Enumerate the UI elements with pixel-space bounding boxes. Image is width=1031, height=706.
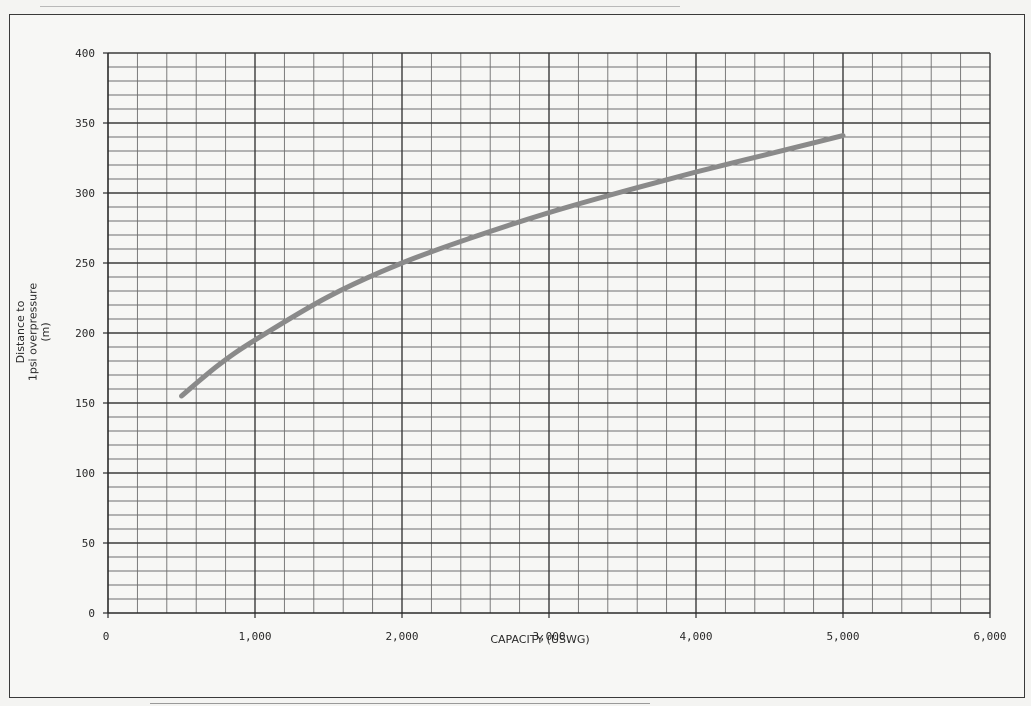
bottom-divider-line — [150, 703, 650, 704]
x-tick-label: 1,000 — [238, 630, 271, 643]
x-tick-labels: 0 1,000 2,000 3,000 4,000 5,000 6,000 — [103, 630, 1007, 643]
chart-frame — [9, 14, 1025, 698]
x-tick-label: 2,000 — [385, 630, 418, 643]
y-axis-title-line: 1psi overpressure — [27, 283, 40, 382]
major-gridlines — [108, 52, 991, 613]
y-axis-title-line: Distance to — [14, 300, 27, 363]
axes — [103, 52, 991, 618]
y-axis-title: Distance to1psi overpressure(m) — [14, 283, 52, 382]
x-tick-label: 5,000 — [826, 630, 859, 643]
y-tick-labels: 0 50 100 150 200 250 300 350 400 — [75, 47, 95, 620]
y-tick-label: 100 — [75, 467, 95, 480]
x-tick-label: 4,000 — [679, 630, 712, 643]
y-tick-label: 250 — [75, 257, 95, 270]
y-tick-label: 150 — [75, 397, 95, 410]
x-tick-label: 3,000 — [532, 630, 565, 643]
y-tick-label: 0 — [88, 607, 95, 620]
y-tick-label: 300 — [75, 187, 95, 200]
series-layer — [179, 133, 846, 399]
y-axis-title-line: (m) — [39, 322, 52, 341]
x-tick-label: 6,000 — [973, 630, 1006, 643]
x-axis-title: CAPACITY (USWG) — [490, 633, 589, 646]
y-tick-label: 50 — [82, 537, 95, 550]
y-tick-label: 400 — [75, 47, 95, 60]
y-tick-label: 200 — [75, 327, 95, 340]
y-tick-label: 350 — [75, 117, 95, 130]
top-divider-line — [40, 6, 680, 7]
x-tick-label: 0 — [103, 630, 110, 643]
series-line — [179, 133, 846, 399]
